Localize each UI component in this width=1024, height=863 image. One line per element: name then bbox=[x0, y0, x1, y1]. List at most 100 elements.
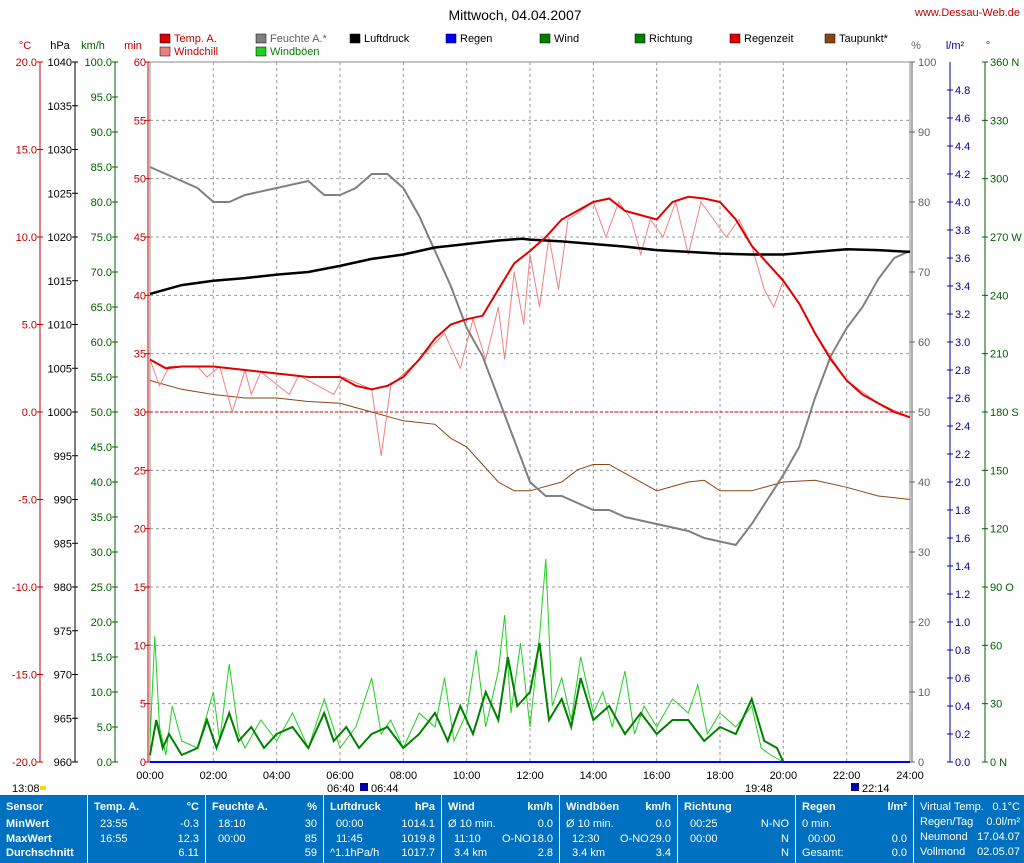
hum-tick-label: 50 bbox=[918, 407, 930, 419]
x-tick-label: 20:00 bbox=[770, 770, 798, 782]
dir-tick-label: 300 bbox=[990, 174, 1008, 186]
sun-icon bbox=[40, 786, 46, 790]
press-tick-label: 1040 bbox=[48, 57, 72, 69]
temp-tick-label: 10.0 bbox=[16, 232, 37, 244]
press-tick-label: 1025 bbox=[48, 188, 72, 200]
wind-tick-label: 60.0 bbox=[91, 337, 112, 349]
rain-tick-label: 3.2 bbox=[955, 309, 970, 321]
legend-swatch bbox=[159, 33, 171, 44]
press-tick-label: 965 bbox=[54, 713, 72, 725]
rain-tick-label: 4.2 bbox=[955, 169, 970, 181]
axes: 20.015.010.05.00.0-5.0-10.0-15.0-20.0104… bbox=[12, 57, 1022, 782]
x-tick-label: 24:00 bbox=[896, 770, 924, 782]
dir-unit: ° bbox=[986, 40, 990, 52]
x-tick-label: 16:00 bbox=[643, 770, 671, 782]
x-tick-label: 08:00 bbox=[390, 770, 418, 782]
stats-col-humidity: Feuchte A.% 18:10 30 00:00 85 59 bbox=[206, 795, 324, 863]
rain_time-tick-label: 20 bbox=[134, 524, 146, 536]
wind-tick-label: 25.0 bbox=[91, 582, 112, 594]
x-tick-label: 00:00 bbox=[136, 770, 164, 782]
press-tick-label: 980 bbox=[54, 582, 72, 594]
wind-tick-label: 90.0 bbox=[91, 127, 112, 139]
dir-tick-label: 0 N bbox=[990, 757, 1007, 769]
x-tick-label: 02:00 bbox=[200, 770, 228, 782]
rain-tick-label: 4.8 bbox=[955, 85, 970, 97]
dir-tick-label: 90 O bbox=[990, 582, 1014, 594]
hum-tick-label: 80 bbox=[918, 197, 930, 209]
wind-tick-label: 45.0 bbox=[91, 442, 112, 454]
wind-tick-label: 35.0 bbox=[91, 512, 112, 524]
legend: Temp. A.Windchill Feuchte A.*Windböen Luft… bbox=[159, 33, 889, 58]
legend-swatch bbox=[255, 33, 267, 44]
wind-tick-label: 70.0 bbox=[91, 267, 112, 279]
press-tick-label: 1010 bbox=[48, 320, 72, 332]
wind-tick-label: 20.0 bbox=[91, 617, 112, 629]
legend-label: Richtung bbox=[649, 33, 692, 45]
rain-tick-label: 2.4 bbox=[955, 421, 970, 433]
temp-tick-label: 0.0 bbox=[22, 407, 37, 419]
plot-area bbox=[149, 166, 911, 763]
sunset-label-2: 22:14 bbox=[862, 783, 890, 795]
legend-swatch bbox=[824, 33, 836, 44]
wind-tick-label: 85.0 bbox=[91, 162, 112, 174]
series-line-luftdruck bbox=[149, 237, 911, 296]
press-tick-label: 975 bbox=[54, 626, 72, 638]
dir-tick-label: 60 bbox=[990, 640, 1002, 652]
press-tick-label: 990 bbox=[54, 495, 72, 507]
hum-tick-label: 0 bbox=[918, 757, 924, 769]
legend-swatch bbox=[539, 33, 551, 44]
rain_time-tick-label: 40 bbox=[134, 290, 146, 302]
statistics-table: Sensor MinWert MaxWert Durchschnitt Temp… bbox=[0, 795, 1024, 863]
dir-tick-label: 270 W bbox=[990, 232, 1022, 244]
rain-tick-label: 2.6 bbox=[955, 393, 970, 405]
rain-tick-label: 0.0 bbox=[955, 757, 970, 769]
rain_time-tick-label: 10 bbox=[134, 640, 146, 652]
x-tick-label: 04:00 bbox=[263, 770, 291, 782]
hum-tick-label: 60 bbox=[918, 337, 930, 349]
rain-tick-label: 1.0 bbox=[955, 617, 970, 629]
stats-col-pressure: Luftdruck hPa 00:00 1014.1 11:45 1019.8 ^1.… bbox=[324, 795, 442, 863]
wind-tick-label: 80.0 bbox=[91, 197, 112, 209]
site-link[interactable]: www.Dessau-Web.de bbox=[914, 7, 1020, 19]
press-tick-label: 1020 bbox=[48, 232, 72, 244]
legend-swatch bbox=[445, 33, 457, 44]
wind-tick-label: 5.0 bbox=[97, 722, 112, 734]
hum-tick-label: 70 bbox=[918, 267, 930, 279]
rain-tick-label: 1.6 bbox=[955, 533, 970, 545]
series-line-windchill bbox=[149, 200, 911, 456]
legend-label: Feuchte A.* bbox=[270, 33, 328, 45]
weather-chart: Mittwoch, 04.04.2007 www.Dessau-Web.de T… bbox=[12, 7, 1022, 795]
rain_time-tick-label: 5 bbox=[140, 699, 146, 711]
x-tick-label: 12:00 bbox=[516, 770, 544, 782]
moon-icon bbox=[360, 783, 368, 791]
x-tick-label: 18:00 bbox=[706, 770, 734, 782]
rain-tick-label: 2.0 bbox=[955, 477, 970, 489]
legend-label: Taupunkt* bbox=[839, 33, 889, 45]
rain-tick-label: 0.8 bbox=[955, 645, 970, 657]
press-unit: hPa bbox=[50, 40, 70, 52]
rain-tick-label: 4.0 bbox=[955, 197, 970, 209]
rain_time-tick-label: 30 bbox=[134, 407, 146, 419]
rain-tick-label: 4.4 bbox=[955, 141, 970, 153]
series-line-windben bbox=[149, 558, 784, 763]
legend-label: Windböen bbox=[270, 46, 320, 58]
legend-label: Regen bbox=[460, 33, 492, 45]
temp-tick-label: -5.0 bbox=[18, 495, 37, 507]
dir-tick-label: 210 bbox=[990, 349, 1008, 361]
temp-tick-label: 5.0 bbox=[22, 320, 37, 332]
press-tick-label: 1030 bbox=[48, 145, 72, 157]
sunrise-label-1: 06:40 bbox=[327, 783, 355, 795]
press-tick-label: 995 bbox=[54, 451, 72, 463]
rain_time-tick-label: 15 bbox=[134, 582, 146, 594]
rain-tick-label: 3.8 bbox=[955, 225, 970, 237]
dir-tick-label: 240 bbox=[990, 290, 1008, 302]
grid bbox=[149, 61, 911, 763]
rain-tick-label: 1.2 bbox=[955, 589, 970, 601]
dir-tick-label: 180 S bbox=[990, 407, 1019, 419]
wind-tick-label: 10.0 bbox=[91, 687, 112, 699]
wind-tick-label: 30.0 bbox=[91, 547, 112, 559]
legend-swatch bbox=[634, 33, 646, 44]
rain-tick-label: 0.2 bbox=[955, 729, 970, 741]
rain_time-tick-label: 0 bbox=[140, 757, 146, 769]
legend-label: Temp. A. bbox=[174, 33, 217, 45]
